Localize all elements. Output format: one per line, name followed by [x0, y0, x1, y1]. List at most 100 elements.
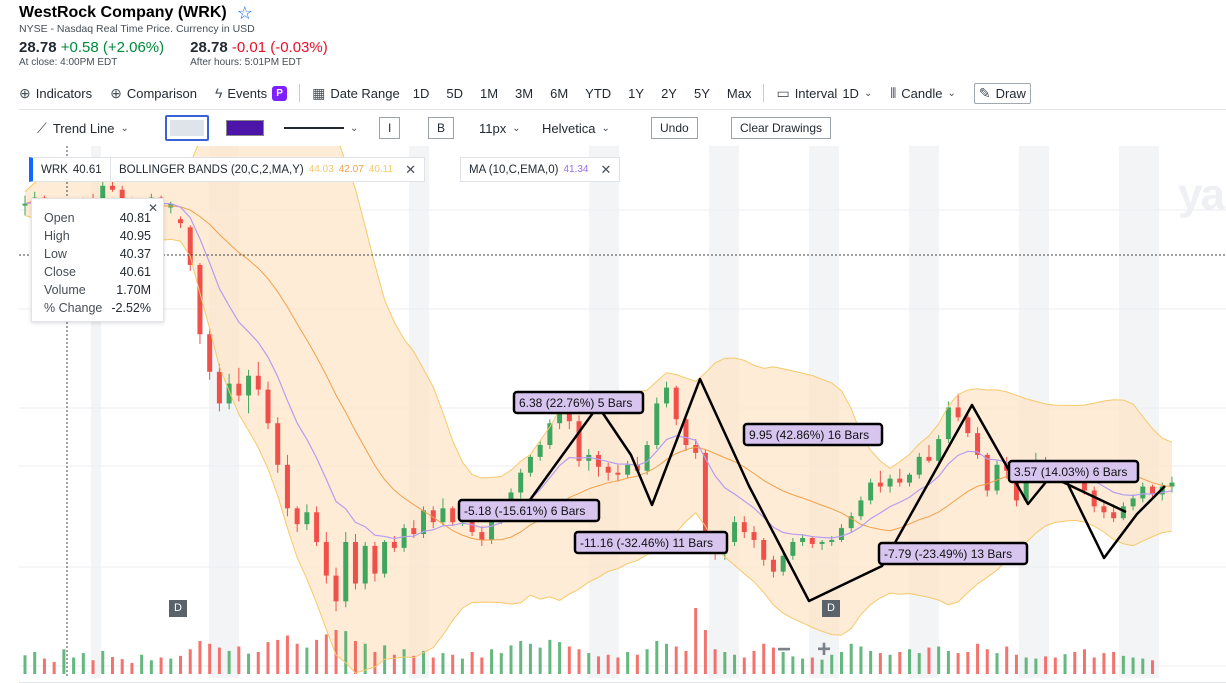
font-size-select[interactable]: 11px ⌄: [479, 115, 521, 141]
range-ytd[interactable]: YTD: [585, 85, 612, 101]
volume-bars: [23, 608, 1155, 674]
candle-body: [489, 520, 495, 540]
volume-bar: [703, 630, 707, 674]
candle-body: [595, 454, 601, 467]
quote-header: WestRock Company (WRK) ☆ NYSE - Nasdaq R…: [19, 4, 328, 68]
range-max[interactable]: Max: [726, 85, 752, 101]
volume-bar: [1044, 656, 1048, 674]
candle-body: [673, 387, 679, 420]
clear-drawings-button[interactable]: Clear Drawings: [731, 117, 832, 139]
volume-bar: [966, 652, 970, 674]
line-style-select[interactable]: ⌄: [284, 115, 358, 141]
volume-bar: [742, 657, 746, 674]
candle-body: [1120, 506, 1126, 519]
candle-body: [897, 478, 903, 483]
legend-bollinger[interactable]: BOLLINGER BANDS (20,C,2,MA,Y) 44.03 42.0…: [110, 157, 425, 182]
volume-bar: [373, 652, 377, 674]
annotation-labels[interactable]: 6.38 (22.76%) 5 Bars -5.18 (-15.61%) 6 Ba…: [457, 390, 1140, 566]
legend-symbol[interactable]: WRK 40.61: [29, 157, 111, 182]
chart-toolbar: ⊕ Indicators ⊕ Comparison ϟ Events P ▦ D…: [0, 80, 1226, 106]
range-1y[interactable]: 1Y: [628, 85, 645, 101]
volume-bar: [674, 646, 678, 674]
volume-bar: [956, 653, 960, 674]
zoom-out-button[interactable]: −: [776, 636, 791, 663]
candle-body: [877, 482, 883, 487]
candle-body: [625, 464, 631, 475]
chevron-down-icon: ⌄: [863, 87, 873, 99]
volume-bar: [655, 641, 659, 674]
candle-body: [1081, 480, 1087, 491]
italic-button[interactable]: I: [379, 117, 401, 139]
candle-body: [557, 411, 563, 424]
line-color-swatch[interactable]: [226, 120, 264, 136]
volume-bar: [149, 660, 153, 674]
candle-body: [304, 512, 310, 525]
volume-bar: [169, 658, 173, 674]
draw-button[interactable]: ✎ Draw: [973, 82, 1031, 104]
after-hours-quote: 28.78 -0.01 (-0.03%) After hours: 5:01PM…: [190, 39, 328, 68]
interval-button[interactable]: ▭ Interval 1D ⌄: [776, 85, 872, 102]
candle-body: [955, 407, 961, 418]
volume-bar: [587, 653, 591, 674]
close-icon[interactable]: ✕: [405, 161, 416, 177]
close-icon[interactable]: ✕: [147, 201, 158, 215]
date-range-button[interactable]: ▦ Date Range: [312, 85, 400, 102]
events-button[interactable]: ϟ Events P: [215, 85, 288, 101]
volume-bar: [1102, 653, 1106, 674]
annotation-label: -11.16 (-32.46%) 11 Bars: [580, 536, 713, 550]
pencil-icon: ✎: [978, 84, 991, 101]
candle-body: [197, 264, 203, 335]
range-selector: 1D 5D 1M 3M 6M YTD 1Y 2Y 5Y Max: [413, 86, 752, 101]
close-icon[interactable]: ✕: [600, 161, 612, 177]
volume-bar: [441, 653, 445, 674]
volume-bar: [869, 650, 873, 674]
annotation-box: [1007, 459, 1140, 484]
bollinger-lower-line: [24, 214, 1173, 674]
tooltip-label: Low: [44, 247, 67, 261]
trend-line-select[interactable]: ⟋ Trend Line ⌄: [37, 115, 129, 141]
zoom-in-button[interactable]: +: [816, 636, 831, 663]
candle-body: [382, 541, 388, 574]
annotation-box: [457, 498, 601, 523]
calendar-icon: ▦: [312, 84, 326, 101]
volume-bar: [859, 646, 863, 674]
candle-body: [741, 522, 747, 533]
volume-bar: [217, 647, 221, 674]
candle-body: [751, 532, 757, 540]
star-icon[interactable]: ☆: [236, 3, 253, 23]
candle-button[interactable]: ⫴ Candle ⌄: [890, 85, 955, 102]
range-2y[interactable]: 2Y: [661, 85, 677, 101]
dividend-marker[interactable]: D: [169, 600, 187, 617]
range-1m[interactable]: 1M: [479, 85, 499, 101]
volume-bar: [33, 652, 37, 674]
candle-body: [518, 472, 524, 493]
candle-body: [236, 383, 242, 396]
tooltip-label: Close: [44, 265, 76, 279]
comparison-button[interactable]: ⊕ Comparison: [110, 85, 197, 102]
range-1d[interactable]: 1D: [412, 85, 430, 101]
candle-body: [323, 541, 329, 576]
price-chart[interactable]: 6.38 (22.76%) 5 Bars -5.18 (-15.61%) 6 Ba…: [19, 146, 1226, 678]
volume-bar: [878, 653, 882, 674]
candle-body: [790, 541, 796, 556]
fill-color-swatch[interactable]: [165, 115, 209, 141]
range-5d[interactable]: 5D: [446, 85, 463, 101]
volume-bar: [256, 652, 260, 674]
close-quote: 28.78 +0.58 (+2.06%) At close: 4:00PM ED…: [19, 39, 164, 68]
font-select[interactable]: Helvetica ⌄: [542, 115, 610, 141]
range-6m[interactable]: 6M: [550, 85, 569, 101]
indicators-button[interactable]: ⊕ Indicators: [19, 85, 92, 102]
legend-ma[interactable]: MA (10,C,EMA,0) 41.34 ✕: [460, 157, 621, 182]
candle-body: [226, 383, 232, 404]
dividend-marker[interactable]: D: [822, 600, 840, 617]
bold-button[interactable]: B: [428, 117, 455, 139]
undo-button[interactable]: Undo: [651, 117, 698, 139]
volume-bar: [1121, 655, 1125, 674]
interval-label: Interval: [794, 85, 838, 101]
candle-body: [868, 482, 874, 501]
bollinger-middle-line: [24, 200, 1173, 541]
range-5y[interactable]: 5Y: [693, 85, 710, 101]
range-3m[interactable]: 3M: [515, 85, 534, 101]
volume-bar: [81, 653, 85, 674]
volume-bar: [208, 643, 212, 674]
